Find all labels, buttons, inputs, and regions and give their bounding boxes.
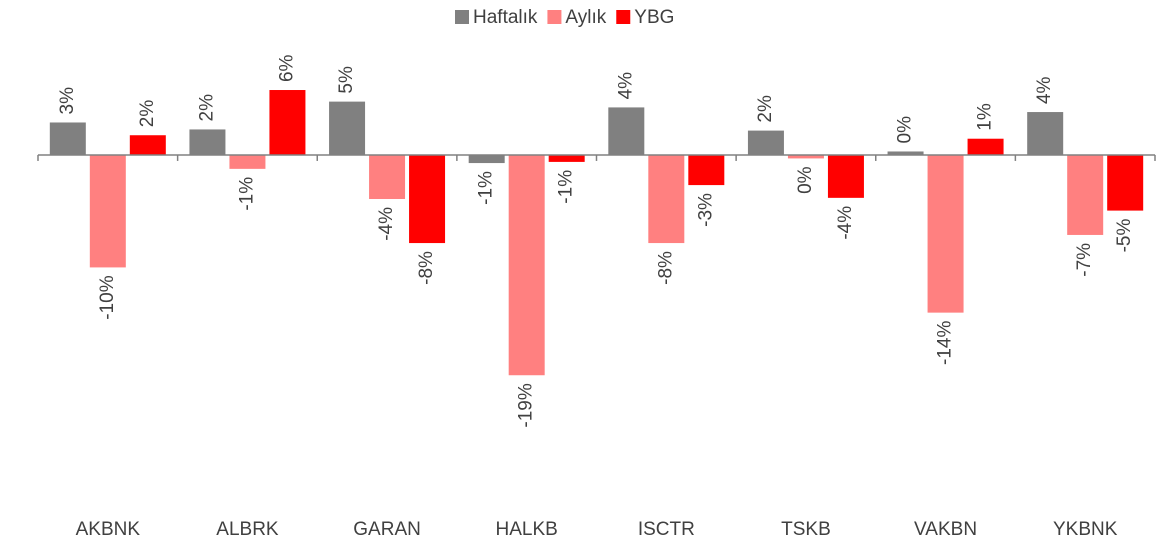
legend-swatch [455,10,469,24]
legend-label: Aylık [565,7,606,28]
data-label: -14% [935,321,956,365]
x-tick-label: AKBNK [76,519,141,540]
bar [827,154,864,198]
data-label: -1% [476,171,497,205]
bar [1067,154,1104,235]
bar [887,151,924,155]
data-label: 0% [895,116,916,144]
bar [548,154,585,162]
bar [608,107,645,155]
data-label: -10% [97,275,118,319]
data-label: 4% [1034,76,1055,104]
x-tick-label: ISCTR [638,519,695,540]
bar [89,154,126,268]
bar [468,154,505,164]
data-label: -5% [1114,219,1135,253]
bar [648,154,685,244]
data-label: 1% [975,103,996,131]
data-label: -8% [416,251,437,285]
data-label: 4% [615,72,636,100]
data-label: -1% [236,177,257,211]
data-label: -4% [376,207,397,241]
x-tick-label: ALBRK [216,519,279,540]
bar [1027,112,1064,155]
x-tick-label: TSKB [781,519,831,540]
bar [129,135,166,155]
bar [369,154,406,200]
data-label: -8% [655,251,676,285]
bar [967,138,1004,155]
bar [688,154,725,186]
data-label: 2% [196,94,217,122]
legend-swatch [547,10,562,24]
bar [329,101,366,155]
legend-label: YBG [634,7,674,28]
data-label: -7% [1074,243,1095,277]
data-label: 3% [57,87,78,115]
data-label: 2% [755,95,776,123]
x-tick-label: VAKBN [914,519,977,540]
legend-swatch [616,10,631,24]
bar [189,129,226,155]
x-tick-label: YKBNK [1053,519,1118,540]
x-tick-label: GARAN [353,519,421,540]
data-label: -3% [695,193,716,227]
legend-label: Haftalık [473,7,538,28]
bar [269,90,306,155]
data-label: -4% [835,206,856,240]
data-label: 0% [795,166,816,194]
bar [1107,154,1144,211]
bar [49,122,86,155]
data-label: 5% [336,66,357,94]
bar [747,130,784,155]
data-label: 6% [276,54,297,82]
x-tick-label: HALKB [496,519,558,540]
bar [927,154,964,313]
data-label: -1% [556,170,577,204]
bar [787,154,824,159]
bar [508,154,545,376]
data-label: -19% [516,383,537,427]
bar [409,154,446,244]
data-label: 2% [137,100,158,128]
bar [229,154,266,169]
